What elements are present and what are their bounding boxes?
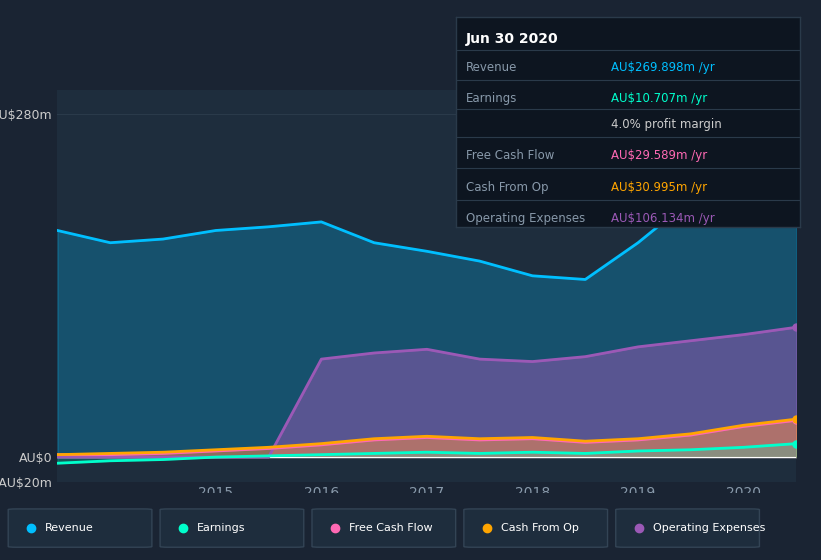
FancyBboxPatch shape bbox=[616, 509, 759, 547]
Text: AU$29.589m /yr: AU$29.589m /yr bbox=[611, 149, 707, 162]
Text: Cash From Op: Cash From Op bbox=[466, 180, 548, 194]
Text: Revenue: Revenue bbox=[45, 524, 94, 534]
FancyBboxPatch shape bbox=[160, 509, 304, 547]
Text: AU$106.134m /yr: AU$106.134m /yr bbox=[611, 212, 714, 225]
FancyBboxPatch shape bbox=[312, 509, 456, 547]
Text: Operating Expenses: Operating Expenses bbox=[466, 212, 585, 225]
Text: Jun 30 2020: Jun 30 2020 bbox=[466, 31, 558, 45]
Text: Free Cash Flow: Free Cash Flow bbox=[349, 524, 433, 534]
Text: Revenue: Revenue bbox=[466, 61, 517, 74]
Text: Earnings: Earnings bbox=[466, 92, 517, 105]
Text: Operating Expenses: Operating Expenses bbox=[653, 524, 765, 534]
FancyBboxPatch shape bbox=[464, 509, 608, 547]
Text: AU$30.995m /yr: AU$30.995m /yr bbox=[611, 180, 707, 194]
Text: Cash From Op: Cash From Op bbox=[501, 524, 579, 534]
Text: AU$269.898m /yr: AU$269.898m /yr bbox=[611, 61, 714, 74]
Text: Earnings: Earnings bbox=[197, 524, 245, 534]
FancyBboxPatch shape bbox=[8, 509, 152, 547]
Text: 4.0% profit margin: 4.0% profit margin bbox=[611, 118, 722, 130]
Text: Free Cash Flow: Free Cash Flow bbox=[466, 149, 554, 162]
Text: AU$10.707m /yr: AU$10.707m /yr bbox=[611, 92, 707, 105]
